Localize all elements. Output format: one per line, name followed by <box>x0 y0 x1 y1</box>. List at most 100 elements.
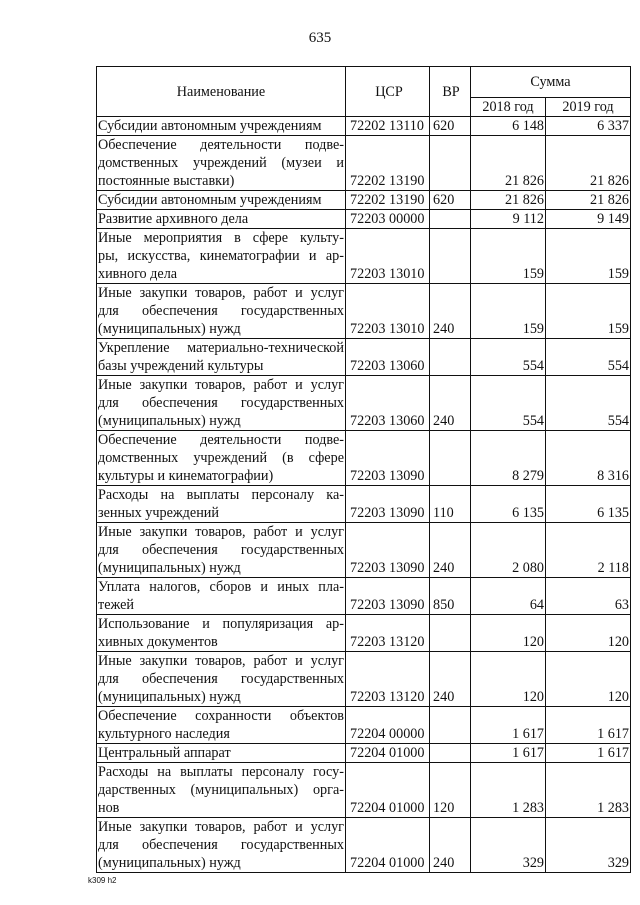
row-name: Использование и популяризация ар-хивных … <box>96 614 346 652</box>
row-vr <box>429 338 471 376</box>
row-name: Иные закупки товаров, работ и услуг для о… <box>96 283 346 339</box>
row-2018: 1 283 <box>470 762 546 818</box>
row-2018: 6 148 <box>470 116 546 136</box>
row-2019: 6 337 <box>545 116 631 136</box>
row-name-line: Иные закупки товаров, работ и услуг <box>98 653 344 669</box>
row-csr: 72203 13060 <box>345 375 430 431</box>
table-row: Иные мероприятия в сфере культу-ры, иску… <box>96 228 631 284</box>
row-2019: 63 <box>545 577 631 615</box>
table-row: Иные закупки товаров, работ и услуг для о… <box>96 522 631 578</box>
row-name-line: дарственных (муниципальных) орга- <box>98 782 344 798</box>
header-sum: Сумма <box>470 66 631 98</box>
row-2018: 554 <box>470 338 546 376</box>
row-name-line: культуры и кинематографии) <box>98 468 274 484</box>
row-name-line: для обеспечения государственных <box>98 542 344 558</box>
table-row: Субсидии автономным учреждениям 72202 131… <box>96 116 631 136</box>
row-vr: 110 <box>429 485 471 523</box>
row-name-line: Субсидии автономным учреждениям <box>98 118 322 134</box>
row-name-line: Иные закупки товаров, работ и услуг <box>98 285 344 301</box>
row-2018: 159 <box>470 228 546 284</box>
table-row: Центральный аппарат 72204 01000 1 617 1 617 <box>96 743 631 763</box>
row-vr: 240 <box>429 283 471 339</box>
row-csr: 72204 00000 <box>345 706 430 744</box>
row-2018: 1 617 <box>470 743 546 763</box>
row-2018: 329 <box>470 817 546 873</box>
table-row: Иные закупки товаров, работ и услуг для о… <box>96 651 631 707</box>
table-row: Расходы на выплаты персоналу госу-дарств… <box>96 762 631 818</box>
row-2019: 554 <box>545 375 631 431</box>
row-2018: 21 826 <box>470 135 546 191</box>
table-row: Иные закупки товаров, работ и услуг для о… <box>96 375 631 431</box>
row-name-line: Субсидии автономным учреждениям <box>98 192 322 208</box>
table-row: Уплата налогов, сборов и иных пла-тежей 7… <box>96 577 631 615</box>
row-2019: 21 826 <box>545 135 631 191</box>
table-row: Субсидии автономным учреждениям 72202 131… <box>96 190 631 210</box>
row-name-line: хивных документов <box>98 634 218 650</box>
row-2019: 6 135 <box>545 485 631 523</box>
row-name-line: для обеспечения государственных <box>98 837 344 853</box>
table-row: Укрепление материально-технической базы у… <box>96 338 631 376</box>
row-name-line: для обеспечения государственных <box>98 395 344 411</box>
row-name-line: для обеспечения государственных <box>98 671 344 687</box>
row-csr: 72202 13110 <box>345 116 430 136</box>
row-name-line: (муниципальных) нужд <box>98 413 241 429</box>
row-name-line: для обеспечения государственных <box>98 303 344 319</box>
row-name: Укрепление материально-технической базы у… <box>96 338 346 376</box>
row-name: Расходы на выплаты персоналу госу-дарств… <box>96 762 346 818</box>
row-2019: 2 118 <box>545 522 631 578</box>
row-csr: 72203 13120 <box>345 651 430 707</box>
table-row: Обеспечение сохранности объектов культурн… <box>96 706 631 744</box>
table-row: Развитие архивного дела 72203 00000 9 112 9… <box>96 209 631 229</box>
row-vr: 120 <box>429 762 471 818</box>
row-csr: 72203 00000 <box>345 209 430 229</box>
row-vr <box>429 614 471 652</box>
page-number: 635 <box>308 30 332 46</box>
row-vr: 240 <box>429 817 471 873</box>
row-2019: 1 617 <box>545 706 631 744</box>
row-name-line: культурного наследия <box>98 726 230 742</box>
row-name-line: хивного дела <box>98 266 178 282</box>
row-name-line: (муниципальных) нужд <box>98 321 241 337</box>
table-row: Расходы на выплаты персоналу ка-зенных у… <box>96 485 631 523</box>
row-csr: 72202 13190 <box>345 190 430 210</box>
row-name: Уплата налогов, сборов и иных пла-тежей <box>96 577 346 615</box>
header-2018: 2018 год <box>470 97 546 117</box>
table-row: Иные закупки товаров, работ и услуг для о… <box>96 817 631 873</box>
row-vr: 240 <box>429 375 471 431</box>
budget-table: Наименование ЦСР ВР Сумма 2018 год 2019 … <box>96 66 631 873</box>
row-name: Обеспечение деятельности подве-домственн… <box>96 135 346 191</box>
row-name-line: домственных учреждений (музеи и <box>98 155 344 171</box>
row-2018: 1 617 <box>470 706 546 744</box>
row-vr: 620 <box>429 116 471 136</box>
row-name: Иные мероприятия в сфере культу-ры, иску… <box>96 228 346 284</box>
row-2018: 159 <box>470 283 546 339</box>
row-2019: 9 149 <box>545 209 631 229</box>
row-csr: 72203 13090 <box>345 522 430 578</box>
row-csr: 72204 01000 <box>345 762 430 818</box>
row-name-line: Уплата налогов, сборов и иных пла- <box>98 579 344 595</box>
row-name: Обеспечение сохранности объектов культурн… <box>96 706 346 744</box>
row-2018: 6 135 <box>470 485 546 523</box>
row-name: Обеспечение деятельности подве-домственн… <box>96 430 346 486</box>
row-csr: 72203 13090 <box>345 430 430 486</box>
row-name-line: Иные мероприятия в сфере культу- <box>98 230 344 246</box>
table-row: Обеспечение деятельности подве-домственн… <box>96 430 631 486</box>
row-name-line: Расходы на выплаты персоналу ка- <box>98 487 344 503</box>
row-name-line: (муниципальных) нужд <box>98 855 241 871</box>
row-name-line: тежей <box>98 597 135 613</box>
row-vr <box>429 743 471 763</box>
row-vr: 240 <box>429 522 471 578</box>
row-name-line: Укрепление материально-технической <box>98 340 344 356</box>
row-name-line: зенных учреждений <box>98 505 219 521</box>
row-csr: 72203 13090 <box>345 577 430 615</box>
row-name-line: домственных учреждений (в сфере <box>98 450 344 466</box>
row-name: Иные закупки товаров, работ и услуг для о… <box>96 375 346 431</box>
row-vr <box>429 706 471 744</box>
row-2019: 1 283 <box>545 762 631 818</box>
row-name-line: Обеспечение деятельности подве- <box>98 137 344 153</box>
row-name: Субсидии автономным учреждениям <box>96 190 346 210</box>
row-2018: 64 <box>470 577 546 615</box>
row-2018: 8 279 <box>470 430 546 486</box>
table-row: Обеспечение деятельности подве-домственн… <box>96 135 631 191</box>
row-2018: 9 112 <box>470 209 546 229</box>
